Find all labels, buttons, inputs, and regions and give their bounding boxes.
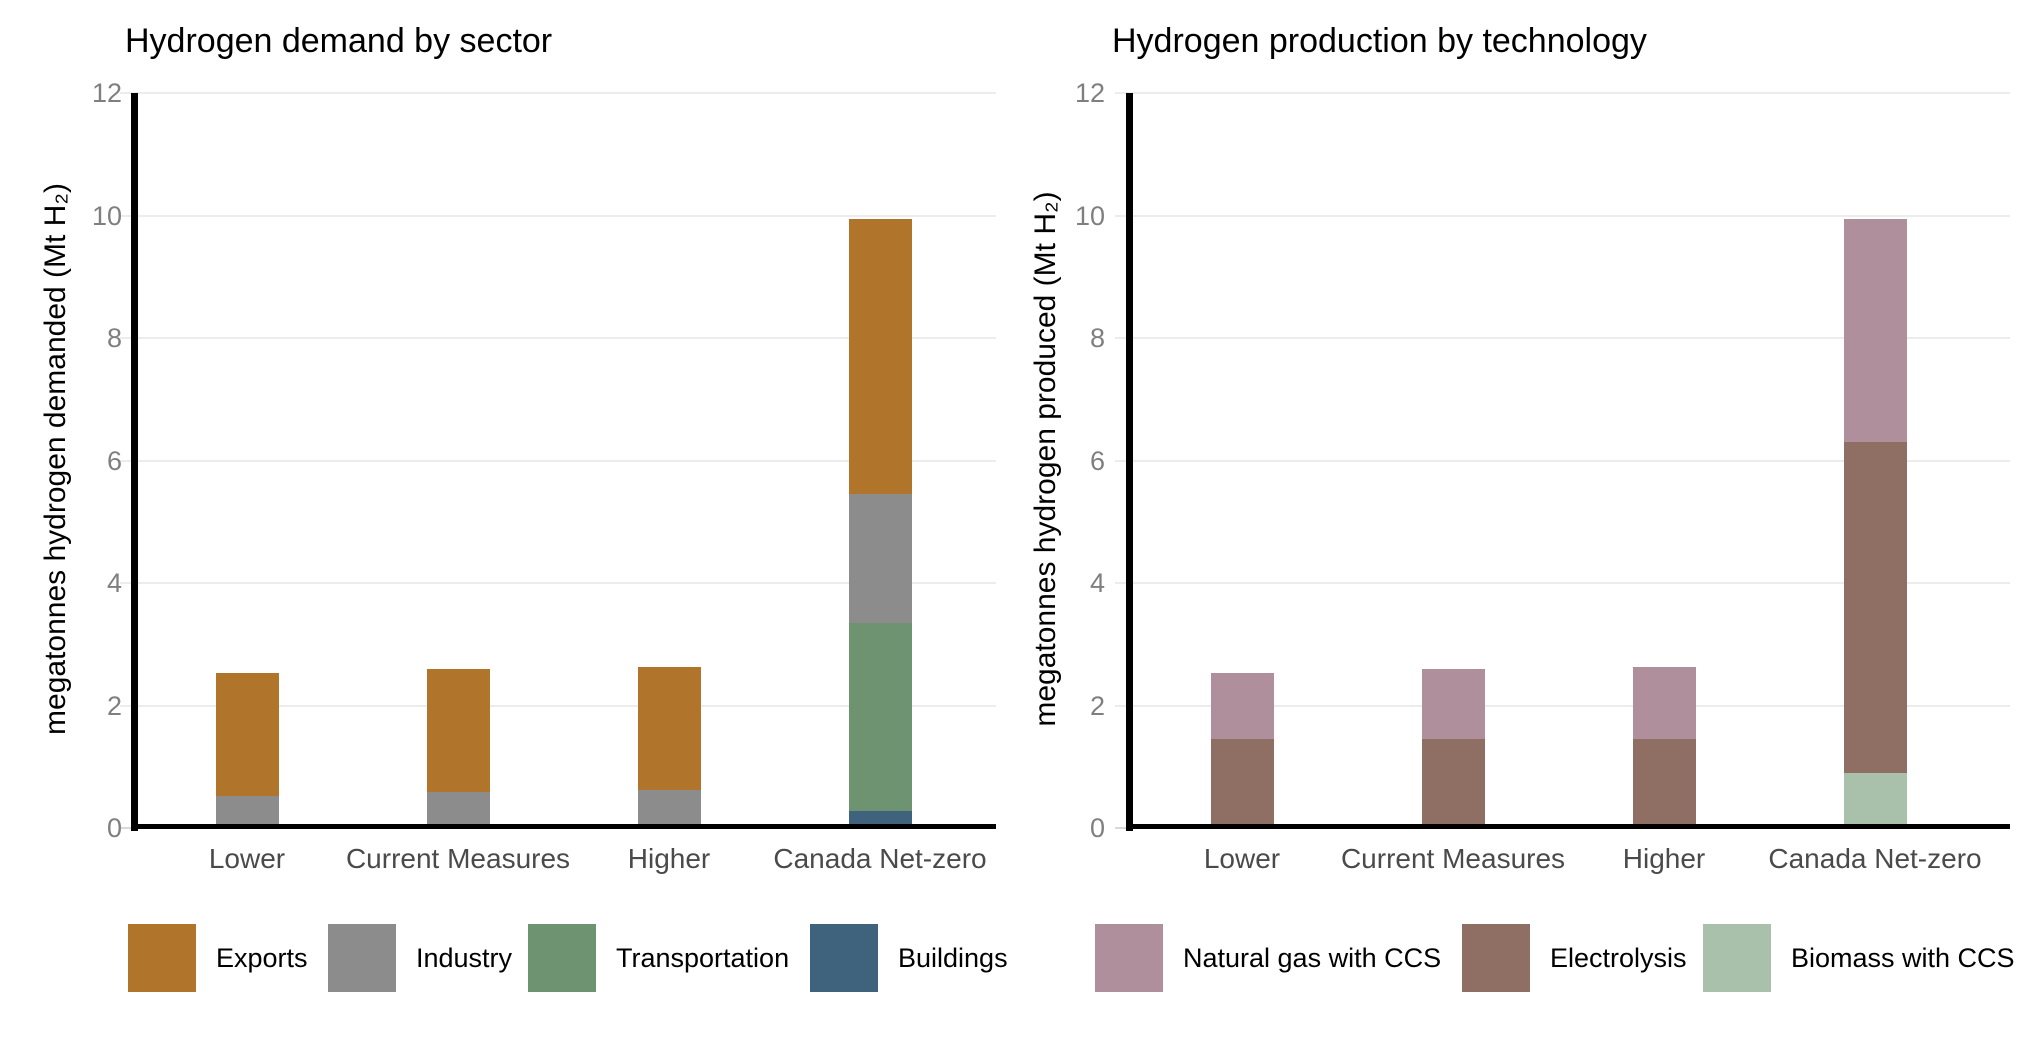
bar-segment-electrolysis [1421,738,1485,828]
legend-swatch-electrolysis [1462,924,1530,992]
bar-segment-industry [426,792,490,828]
bar-segment-natural-gas-with-ccs [1421,668,1485,739]
y-gridline [120,92,996,94]
legend-swatch-transportation [528,924,596,992]
x-axis-line [135,824,996,829]
legend-label: Buildings [898,943,1008,973]
y-tick-label: 0 [1089,813,1105,843]
x-tick-label: Higher [1622,843,1706,874]
y-tick-label: 2 [1089,690,1105,721]
legend-label: Electrolysis [1550,943,1687,973]
y-tick-label: 0 [106,813,122,843]
bar-segment-electrolysis [1210,738,1274,828]
x-tick-label: Higher [627,843,711,874]
legend-swatch-buildings [810,924,878,992]
x-tick-label: Lower [1203,843,1281,874]
y-gridline [120,337,996,339]
y-tick-label: 12 [91,78,122,108]
legend-label: Industry [416,943,513,973]
y-tick-label: 6 [1089,445,1105,476]
legend-label: Transportation [616,943,790,973]
y-tick-mark [120,827,135,829]
bar-segment-exports [215,673,279,796]
bar-segment-electrolysis [1632,738,1696,828]
legend-label: Natural gas with CCS [1183,943,1442,973]
bar-segment-exports [848,219,912,494]
y-gridline [1115,582,2010,584]
x-tick-label: Canada Net-zero [1768,843,1982,874]
legend-label: Biomass with CCS [1791,943,2015,973]
bar-segment-natural-gas-with-ccs [1632,666,1696,739]
bar-segment-buildings [848,811,912,828]
bar-segment-transportation [848,623,912,812]
legend-swatch-industry [328,924,396,992]
y-gridline [1115,337,2010,339]
bar-segment-electrolysis [1843,441,1907,773]
bar-segment-industry [215,795,279,828]
bar-segment-biomass-with-ccs [1843,772,1907,828]
legend-swatch-exports [128,924,196,992]
y-tick-label: 4 [1089,568,1105,598]
x-axis-line [1130,824,2010,829]
x-tick-label: Current Measures [345,843,571,874]
bar-segment-exports [426,668,490,793]
legend-swatch-biomass-with-ccs [1703,924,1771,992]
legend-label: Exports [216,943,308,973]
y-tick-label: 8 [106,323,122,353]
y-axis-line [131,93,138,831]
chart-title: Hydrogen production by technology [1112,22,1647,60]
chart-title: Hydrogen demand by sector [125,22,553,60]
y-gridline [120,214,996,217]
y-tick-label: 10 [91,200,122,231]
y-tick-label: 4 [106,568,122,598]
legend-swatch-natural-gas-with-ccs [1095,924,1163,992]
x-tick-label: Current Measures [1340,843,1566,874]
y-gridline [120,582,996,584]
bar-segment-exports [637,666,701,791]
y-gridline [1115,459,2010,462]
x-tick-label: Canada Net-zero [773,843,987,874]
bar-segment-natural-gas-with-ccs [1210,673,1274,739]
y-gridline [1115,214,2010,217]
x-tick-label: Lower [208,843,286,874]
bar-segment-industry [848,493,912,624]
y-axis-line [1126,93,1133,831]
y-gridline [120,704,996,707]
y-tick-mark [1115,827,1130,829]
y-tick-label: 12 [1074,78,1105,108]
y-gridline [1115,92,2010,94]
y-tick-label: 2 [106,690,122,721]
y-gridline [120,459,996,462]
bar-segment-industry [637,790,701,828]
bar-segment-natural-gas-with-ccs [1843,219,1907,442]
y-tick-label: 10 [1074,200,1105,231]
y-gridline [1115,704,2010,707]
y-tick-label: 8 [1089,323,1105,353]
y-tick-label: 6 [106,445,122,476]
